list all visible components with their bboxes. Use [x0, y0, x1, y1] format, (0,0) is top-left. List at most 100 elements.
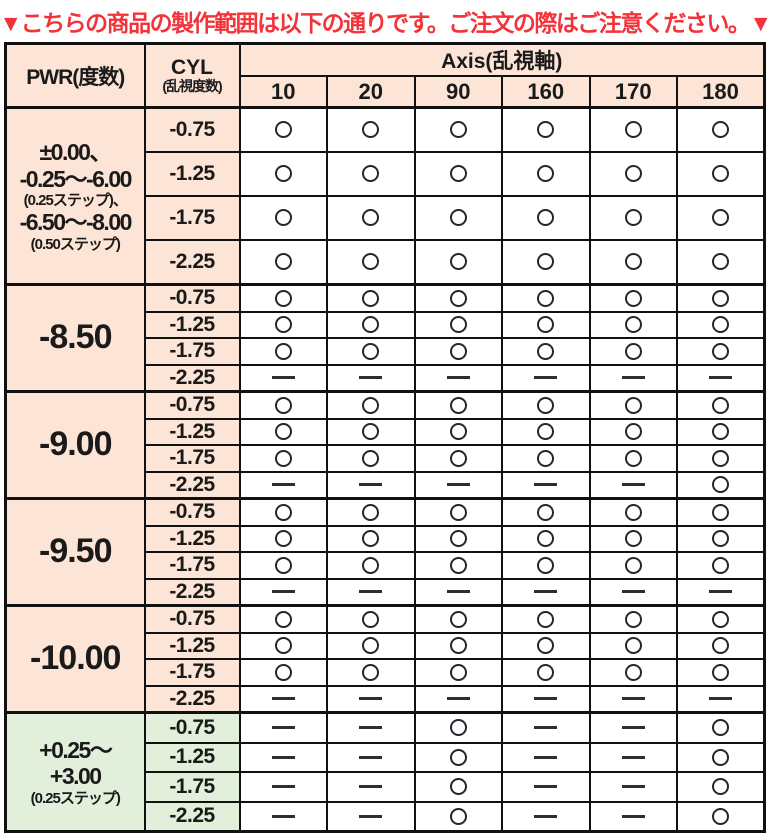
pwr-group-cell: -10.00	[4, 604, 146, 714]
availability-cell-available	[413, 551, 503, 580]
circle-icon	[274, 449, 292, 467]
availability-cell-available	[238, 444, 328, 473]
cyl-value-cell: -2.25	[143, 577, 241, 607]
circle-icon	[274, 503, 292, 521]
circle-icon	[712, 556, 729, 574]
cyl-value-cell: -0.75	[143, 497, 241, 527]
axis-column-90: 90	[413, 75, 503, 109]
circle-icon	[449, 530, 467, 548]
circle-icon	[537, 165, 555, 183]
circle-icon	[624, 637, 642, 655]
circle-icon	[624, 530, 642, 548]
circle-icon	[362, 423, 380, 441]
availability-cell-unavailable	[326, 470, 416, 500]
availability-cell-available	[238, 283, 328, 313]
availability-cell-available	[501, 551, 591, 580]
availability-cell-unavailable	[413, 577, 503, 607]
cyl-value-cell: -1.25	[143, 631, 241, 660]
availability-cell-available	[413, 497, 503, 527]
availability-cell-available	[326, 604, 416, 634]
circle-icon	[449, 778, 467, 796]
circle-icon	[712, 748, 729, 766]
circle-icon	[712, 289, 729, 307]
availability-cell-available	[588, 239, 678, 286]
availability-cell-unavailable	[326, 741, 416, 773]
availability-cell-available	[326, 239, 416, 286]
pwr-group-label-line: -0.25〜-6.00	[19, 165, 133, 192]
axis-column-10: 10	[238, 75, 328, 109]
circle-icon	[449, 423, 467, 441]
availability-cell-available	[501, 444, 591, 473]
availability-cell-unavailable	[413, 363, 503, 393]
circle-icon	[712, 423, 729, 441]
circle-icon	[449, 449, 467, 467]
availability-cell-available	[326, 195, 416, 241]
availability-cell-available	[238, 390, 328, 420]
circle-icon	[362, 503, 380, 521]
circle-icon	[712, 778, 729, 796]
availability-cell-unavailable	[326, 684, 416, 714]
circle-icon	[449, 807, 467, 825]
availability-cell-available	[676, 239, 766, 286]
availability-cell-available	[501, 151, 591, 197]
circle-icon	[624, 449, 642, 467]
circle-icon	[624, 423, 642, 441]
circle-icon	[449, 719, 467, 737]
availability-cell-available	[238, 337, 328, 366]
cyl-value-cell: -0.75	[143, 106, 241, 153]
availability-cell-available	[326, 417, 416, 446]
availability-cell-unavailable	[501, 470, 591, 500]
circle-icon	[362, 610, 380, 628]
availability-cell-available	[238, 631, 328, 660]
dash-icon	[359, 755, 383, 759]
circle-icon	[712, 663, 729, 681]
availability-cell-available	[676, 604, 766, 634]
availability-cell-available	[676, 444, 766, 473]
availability-cell-available	[238, 658, 328, 687]
availability-cell-available	[588, 604, 678, 634]
availability-cell-unavailable	[588, 577, 678, 607]
availability-cell-available	[413, 239, 503, 286]
circle-icon	[274, 610, 292, 628]
availability-cell-available	[588, 106, 678, 153]
availability-cell-available	[326, 524, 416, 553]
circle-icon	[624, 396, 642, 414]
availability-cell-available	[676, 390, 766, 420]
availability-cell-available	[588, 524, 678, 553]
circle-icon	[362, 396, 380, 414]
pwr-group-cell: -9.50	[4, 497, 146, 607]
availability-cell-available	[676, 195, 766, 241]
availability-cell-unavailable	[326, 771, 416, 803]
circle-icon	[537, 121, 555, 139]
cyl-value-cell: -1.25	[143, 417, 241, 446]
circle-icon	[449, 610, 467, 628]
circle-icon	[624, 663, 642, 681]
availability-cell-available	[413, 106, 503, 153]
circle-icon	[449, 663, 467, 681]
circle-icon	[274, 423, 292, 441]
cyl-value-cell: -1.25	[143, 310, 241, 339]
circle-icon	[362, 165, 380, 183]
axis-column-180: 180	[676, 75, 766, 109]
circle-icon	[449, 289, 467, 307]
circle-icon	[449, 503, 467, 521]
dash-icon	[621, 785, 645, 789]
circle-icon	[537, 503, 555, 521]
dash-icon	[271, 376, 295, 380]
pwr-group-label-line: -9.00	[39, 425, 112, 464]
availability-cell-available	[501, 337, 591, 366]
dash-icon	[271, 590, 295, 594]
availability-cell-unavailable	[238, 800, 328, 833]
dash-icon	[271, 785, 295, 789]
availability-cell-available	[413, 337, 503, 366]
availability-cell-available	[413, 741, 503, 773]
circle-icon	[449, 556, 467, 574]
availability-cell-available	[238, 524, 328, 553]
cyl-header-sublabel: (乱視度数)	[162, 78, 222, 95]
availability-cell-available	[326, 283, 416, 313]
circle-icon	[624, 503, 642, 521]
availability-cell-available	[238, 604, 328, 634]
availability-cell-available	[413, 390, 503, 420]
circle-icon	[712, 165, 729, 183]
cyl-value-cell: -0.75	[143, 283, 241, 313]
